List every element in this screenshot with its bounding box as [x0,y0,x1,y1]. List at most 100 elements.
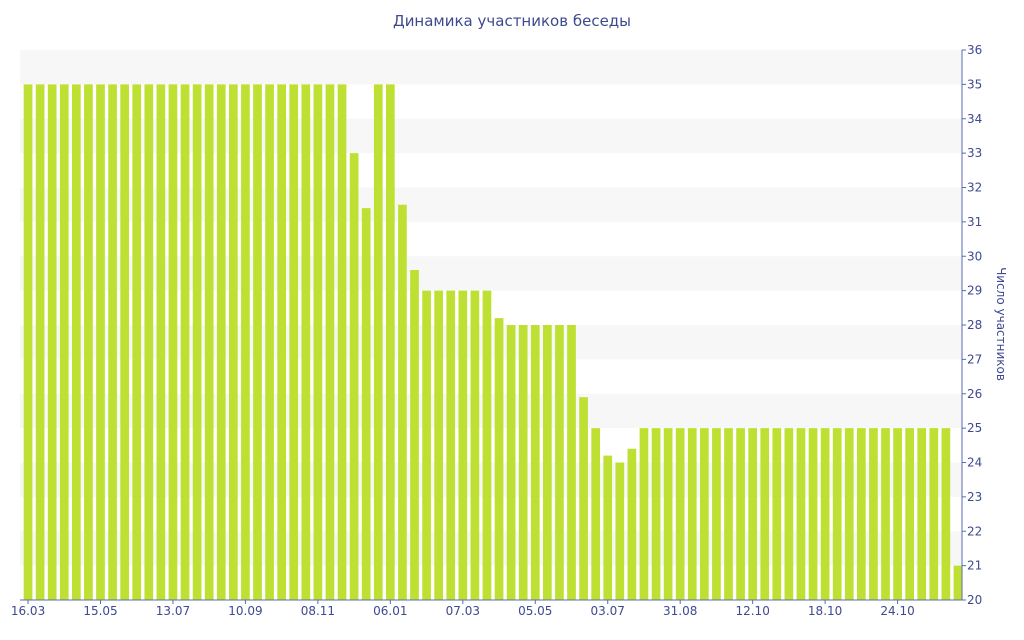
x-axis: 16.03 15.05 13.07 10.09 08.11 06.01 07.03 05.05… [11,599,962,618]
y-tick-label: 22 [967,524,982,538]
bar [494,318,504,601]
bar [72,84,81,601]
bar [398,204,407,600]
bar [386,84,395,601]
bar [180,84,190,601]
x-tick-label: 05.05 [518,604,552,618]
bar [905,428,915,601]
bar [772,428,782,601]
bar [446,290,456,601]
bar [953,565,963,601]
bar [929,428,939,601]
bar [289,84,299,601]
bar [144,84,154,601]
x-tick-label: 18.10 [808,604,842,618]
bar [410,270,419,600]
bar [84,84,93,601]
x-tick-label: 07.03 [446,604,480,618]
bar [736,428,745,601]
x-tick-label: 08.11 [301,604,335,618]
bar [567,325,576,600]
bar [820,428,830,601]
bar [530,325,540,600]
bar [216,84,226,601]
y-tick-label: 23 [967,490,982,504]
y-tick-label: 34 [967,112,982,126]
bar [337,84,347,601]
bar [482,290,492,601]
bar [23,84,33,601]
bar [458,290,468,601]
y-tick-label: 31 [967,215,982,229]
chart-title: Динамика участников беседы [392,12,632,30]
bar [832,428,842,601]
bar [361,208,371,600]
bar [59,84,69,601]
bar [760,428,770,601]
bar [808,428,818,601]
bar [325,84,335,601]
x-tick-label: 31.08 [663,604,697,618]
bar [229,84,238,601]
bar [518,325,528,600]
bar [132,84,142,601]
y-tick-label: 25 [967,421,982,435]
bar [844,428,854,601]
bar [96,84,105,601]
bar [349,153,359,601]
bar [555,325,564,600]
y-tick-label: 33 [967,146,982,160]
x-tick-label: 24.10 [880,604,914,618]
bar [675,428,685,601]
bar [470,290,480,601]
bar [168,84,178,601]
y-tick-label: 27 [967,352,982,366]
y-tick-label: 32 [967,181,982,195]
bar [506,325,516,600]
bar [265,84,274,601]
bar [422,290,431,601]
y-tick-label: 36 [967,43,982,57]
bar-series [23,84,963,601]
bar [434,290,444,601]
y-tick-label: 21 [967,559,982,573]
y-tick-label: 28 [967,318,982,332]
bar [869,428,878,601]
bar [192,84,202,601]
bar [748,428,758,601]
bar [373,84,383,601]
bar [627,448,637,600]
y-tick-label: 30 [967,249,982,263]
bar [120,84,130,601]
bar [603,455,613,601]
bar [615,462,625,600]
y-tick-label: 29 [967,284,982,298]
bar [313,84,323,601]
bar [881,428,890,601]
bar [724,428,733,601]
x-tick-label: 10.09 [228,604,262,618]
x-tick-label: 12.10 [735,604,769,618]
bar [651,428,661,601]
bar [253,84,262,601]
x-tick-label: 03.07 [591,604,625,618]
bar [579,397,588,600]
x-tick-label: 16.03 [11,604,45,618]
bar [784,428,794,601]
bar [301,84,311,601]
y-axis-title: Число участников [994,267,1008,381]
bar [796,428,806,601]
bar [47,84,57,601]
bar [204,84,214,601]
bar [639,428,649,601]
x-tick-label: 13.07 [156,604,190,618]
bar [35,84,45,601]
bar [700,428,709,601]
bar [108,84,117,601]
bar [156,84,166,601]
y-tick-label: 24 [967,456,982,470]
bar [941,428,951,601]
y-tick-label: 26 [967,387,982,401]
bar [712,428,721,601]
